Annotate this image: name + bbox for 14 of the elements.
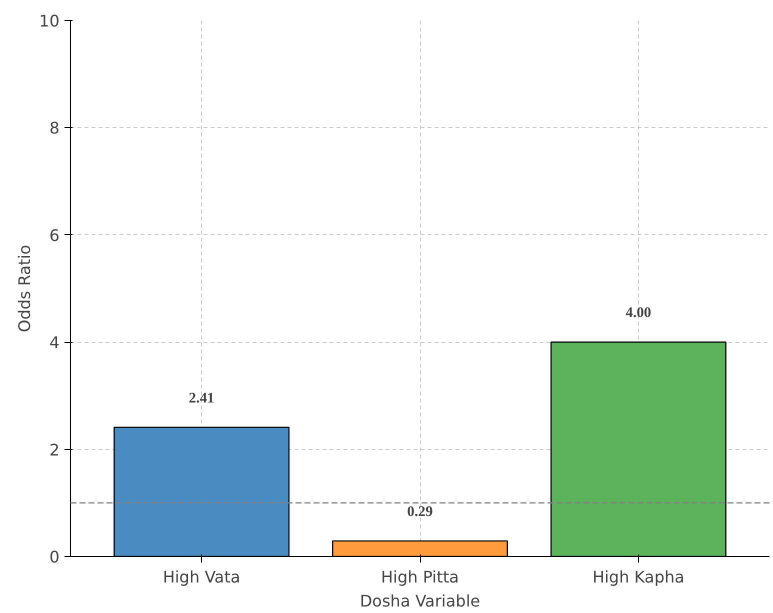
y-tick-label: 2 [49,440,60,460]
y-axis-title: Odds Ratio [15,244,34,332]
data-label: 2.41 [188,390,214,406]
y-tick-label: 6 [49,226,60,245]
y-tick-label: 10 [39,12,60,30]
x-tick-label: High Pitta [381,568,459,586]
data-label: 4.00 [626,305,652,322]
y-tick-label: 4 [49,333,60,352]
y-tick-label: 0 [49,548,60,566]
x-axis-title: Dosha Variable [360,592,480,610]
x-tick-label: High Vata [162,568,240,586]
data-label: 0.29 [407,504,433,520]
x-tick-label: High Kapha [592,568,684,586]
y-tick-label: 8 [49,118,60,138]
